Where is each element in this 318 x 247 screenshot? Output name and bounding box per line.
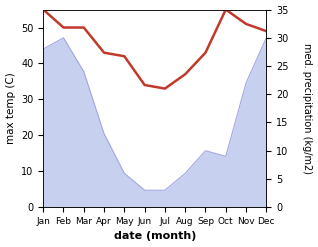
Y-axis label: med. precipitation (kg/m2): med. precipitation (kg/m2): [302, 43, 313, 174]
X-axis label: date (month): date (month): [114, 231, 196, 242]
Y-axis label: max temp (C): max temp (C): [5, 72, 16, 144]
